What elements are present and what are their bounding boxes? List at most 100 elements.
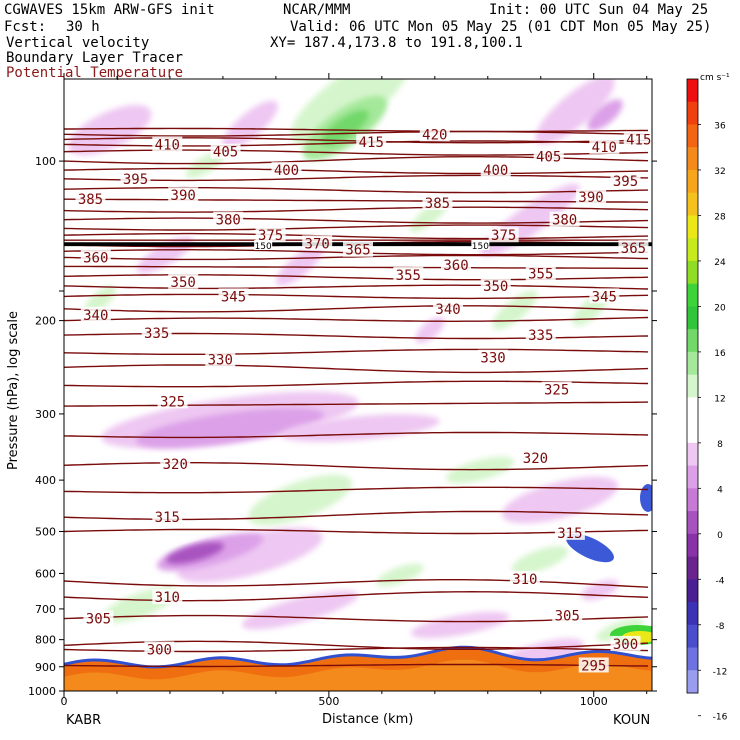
x-tick-label: 500 bbox=[318, 695, 339, 708]
y-axis-label: Pressure (hPa), log scale bbox=[6, 311, 21, 470]
theta-label: 375 bbox=[491, 228, 516, 244]
theta-label-background bbox=[157, 393, 188, 409]
colorbar-swatch bbox=[687, 579, 698, 603]
colorbar-tick-label: -12 bbox=[713, 667, 728, 677]
velocity-cell bbox=[581, 579, 619, 601]
velocity-cell bbox=[290, 79, 410, 146]
colorbar-swatch bbox=[687, 147, 698, 171]
colorbar-swatch bbox=[687, 556, 698, 580]
theta-label: 380 bbox=[216, 213, 241, 229]
theta-label-background bbox=[478, 349, 509, 365]
velocity-cell bbox=[222, 100, 278, 150]
colorbar-swatch bbox=[687, 533, 698, 558]
colorbar-tick-label: 4 bbox=[717, 485, 723, 495]
theta-label: 345 bbox=[592, 289, 617, 305]
y-tick-label: 500 bbox=[35, 525, 56, 538]
theta-label-background bbox=[160, 456, 191, 472]
theta-label: 415 bbox=[626, 132, 651, 148]
theta-contour bbox=[64, 431, 649, 439]
theta-contour bbox=[64, 614, 649, 623]
model-title: CGWAVES 15km ARW-GFS init bbox=[4, 2, 215, 18]
colorbar-tick-label: 12 bbox=[714, 394, 725, 404]
theta-label-background bbox=[541, 381, 572, 397]
theta-label-background bbox=[589, 138, 620, 154]
colorbar-tick-label: 20 bbox=[714, 303, 726, 313]
y-tick-label: 200 bbox=[35, 315, 56, 328]
theta-label: 330 bbox=[480, 351, 505, 367]
colorbar-tick-label: -8 bbox=[716, 622, 725, 632]
vertical-velocity-field bbox=[64, 79, 652, 691]
theta-contour bbox=[64, 274, 649, 281]
colorbar-swatch bbox=[687, 511, 698, 535]
y-tick-label: 1000 bbox=[28, 685, 56, 698]
theta-label: 300 bbox=[147, 643, 172, 659]
theta-label-background bbox=[589, 288, 620, 304]
colorbar-swatch bbox=[687, 442, 698, 467]
axes: 100 200 300 400 500 600 700 800 900 1000 0 500 1000 bbox=[28, 73, 657, 708]
theta-label: 370 bbox=[305, 236, 330, 252]
theta-label-background bbox=[83, 610, 114, 626]
colorbar-swatch bbox=[687, 260, 698, 285]
theta-label: 395 bbox=[613, 174, 638, 190]
theta-label-background bbox=[422, 195, 453, 211]
colorbar-swatch bbox=[687, 329, 698, 353]
colorbar-swatch bbox=[687, 420, 698, 444]
y-tick-label: 400 bbox=[35, 474, 56, 487]
theta-contour bbox=[64, 316, 649, 322]
velocity-cell bbox=[501, 476, 619, 524]
boundary-layer-label: 150 bbox=[472, 242, 489, 252]
field-boundary-layer-tracer: Boundary Layer Tracer bbox=[6, 50, 184, 66]
theta-label: 340 bbox=[435, 302, 460, 318]
theta-label-background bbox=[509, 571, 540, 587]
y-tick-label: 700 bbox=[35, 603, 56, 616]
colorbar-swatch bbox=[687, 192, 698, 216]
boundary-layer-label: 150 bbox=[255, 242, 272, 252]
theta-label-background bbox=[610, 635, 641, 651]
theta-contour bbox=[64, 528, 649, 535]
theta-label-background bbox=[120, 170, 151, 186]
colorbar-unit: cm s⁻¹ bbox=[700, 73, 730, 83]
theta-label-background bbox=[210, 143, 241, 159]
theta-label: 365 bbox=[621, 241, 646, 257]
colorbar-swatch bbox=[687, 670, 698, 694]
theta-label: 390 bbox=[578, 190, 603, 206]
theta-label: 325 bbox=[160, 394, 185, 410]
colorbar-swatch bbox=[687, 624, 698, 649]
x-axis-label: Distance (km) bbox=[322, 712, 414, 727]
colorbar-swatch bbox=[687, 306, 698, 330]
theta-label-background bbox=[441, 256, 471, 272]
velocity-cell bbox=[241, 590, 359, 630]
field-potential-temperature: Potential Temperature bbox=[6, 65, 184, 81]
colorbar-swatch bbox=[687, 283, 698, 307]
theta-label: 405 bbox=[536, 149, 561, 165]
theta-label-background bbox=[480, 277, 511, 293]
velocity-cell bbox=[177, 527, 323, 583]
valid-time: Valid: 06 UTC Mon 05 May 25 (01 CDT Mon … bbox=[290, 19, 712, 35]
forecast-label: Fcst: bbox=[4, 19, 47, 35]
theta-contour bbox=[64, 462, 649, 471]
theta-label-background bbox=[554, 524, 585, 540]
init-time: Init: 00 UTC Sun 04 May 25 bbox=[489, 2, 709, 18]
boundary-label-background bbox=[471, 240, 490, 251]
y-tick-label: 800 bbox=[35, 634, 56, 647]
colorbar-swatch bbox=[687, 488, 698, 512]
theta-label-background bbox=[213, 211, 244, 227]
theta-contour bbox=[64, 254, 649, 261]
theta-label-background bbox=[480, 162, 511, 178]
theta-label: 295 bbox=[581, 658, 606, 674]
theta-contour bbox=[64, 293, 649, 300]
colorbar-swatch bbox=[687, 374, 698, 398]
theta-label: 300 bbox=[613, 637, 638, 653]
theta-label-background bbox=[152, 509, 183, 525]
theta-label-background bbox=[578, 657, 609, 673]
theta-label-background bbox=[302, 235, 333, 251]
theta-contour bbox=[64, 364, 649, 374]
colorbar-swatch bbox=[687, 79, 698, 103]
velocity-cell bbox=[415, 316, 445, 344]
y-tick-label: 100 bbox=[35, 155, 56, 168]
boundary-layer-tracer bbox=[64, 659, 652, 691]
theta-label: 360 bbox=[83, 250, 108, 266]
colorbar-swatch bbox=[687, 124, 698, 148]
